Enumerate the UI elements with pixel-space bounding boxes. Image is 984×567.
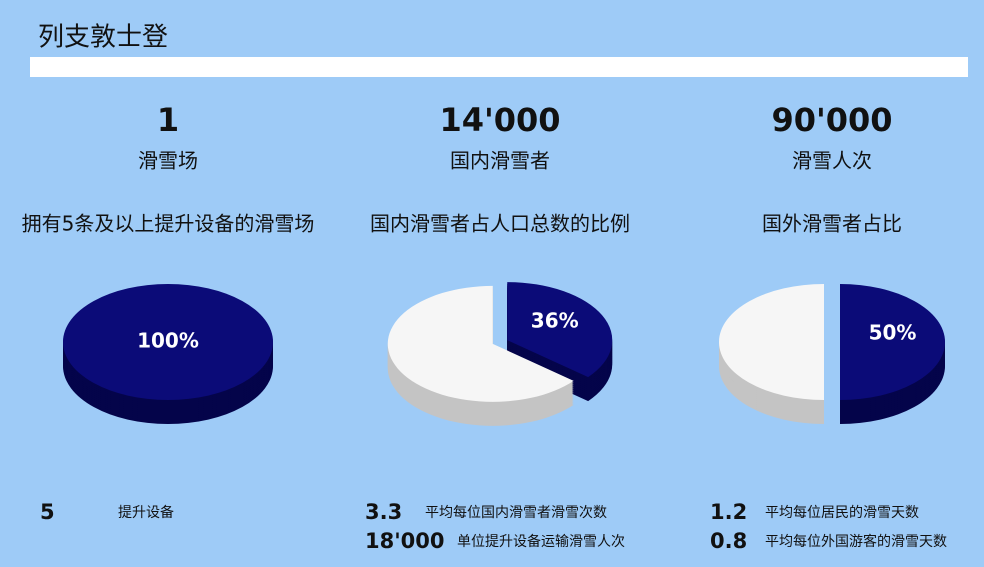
stat-number: 3.3 bbox=[365, 500, 402, 524]
stat-label: 平均每位外国游客的滑雪天数 bbox=[765, 533, 947, 550]
headline-label: 滑雪场 bbox=[138, 149, 198, 173]
chart-title: 国内滑雪者占人口总数的比例 bbox=[370, 212, 630, 236]
pie-value-label: 36% bbox=[531, 309, 579, 333]
stat-label: 单位提升设备运输滑雪人次 bbox=[457, 533, 625, 550]
pie-slice bbox=[507, 282, 613, 378]
stat-number: 5 bbox=[40, 500, 55, 524]
chart-title: 国外滑雪者占比 bbox=[762, 212, 902, 236]
stat-number: 1.2 bbox=[710, 500, 747, 524]
pie-slice bbox=[719, 284, 824, 400]
headline-number: 14'000 bbox=[439, 101, 560, 139]
stat-label: 平均每位国内滑雪者滑雪次数 bbox=[425, 504, 607, 521]
chart-title: 拥有5条及以上提升设备的滑雪场 bbox=[22, 212, 315, 236]
pie-slice bbox=[840, 284, 945, 400]
pie-value-label: 50% bbox=[869, 321, 917, 345]
headline-label: 滑雪人次 bbox=[792, 149, 872, 173]
headline-number: 1 bbox=[157, 101, 179, 139]
stat-label: 提升设备 bbox=[118, 504, 174, 521]
stat-number: 0.8 bbox=[710, 529, 747, 553]
pie-slice bbox=[63, 284, 273, 400]
stat-label: 平均每位居民的滑雪天数 bbox=[765, 504, 919, 521]
pie-slice bbox=[387, 285, 574, 402]
headline-number: 90'000 bbox=[771, 101, 892, 139]
headline-label: 国内滑雪者 bbox=[450, 149, 550, 173]
page-title: 列支敦士登 bbox=[38, 23, 168, 53]
title-band bbox=[30, 57, 968, 77]
pie-value-label: 100% bbox=[137, 329, 199, 353]
stat-number: 18'000 bbox=[365, 529, 445, 553]
